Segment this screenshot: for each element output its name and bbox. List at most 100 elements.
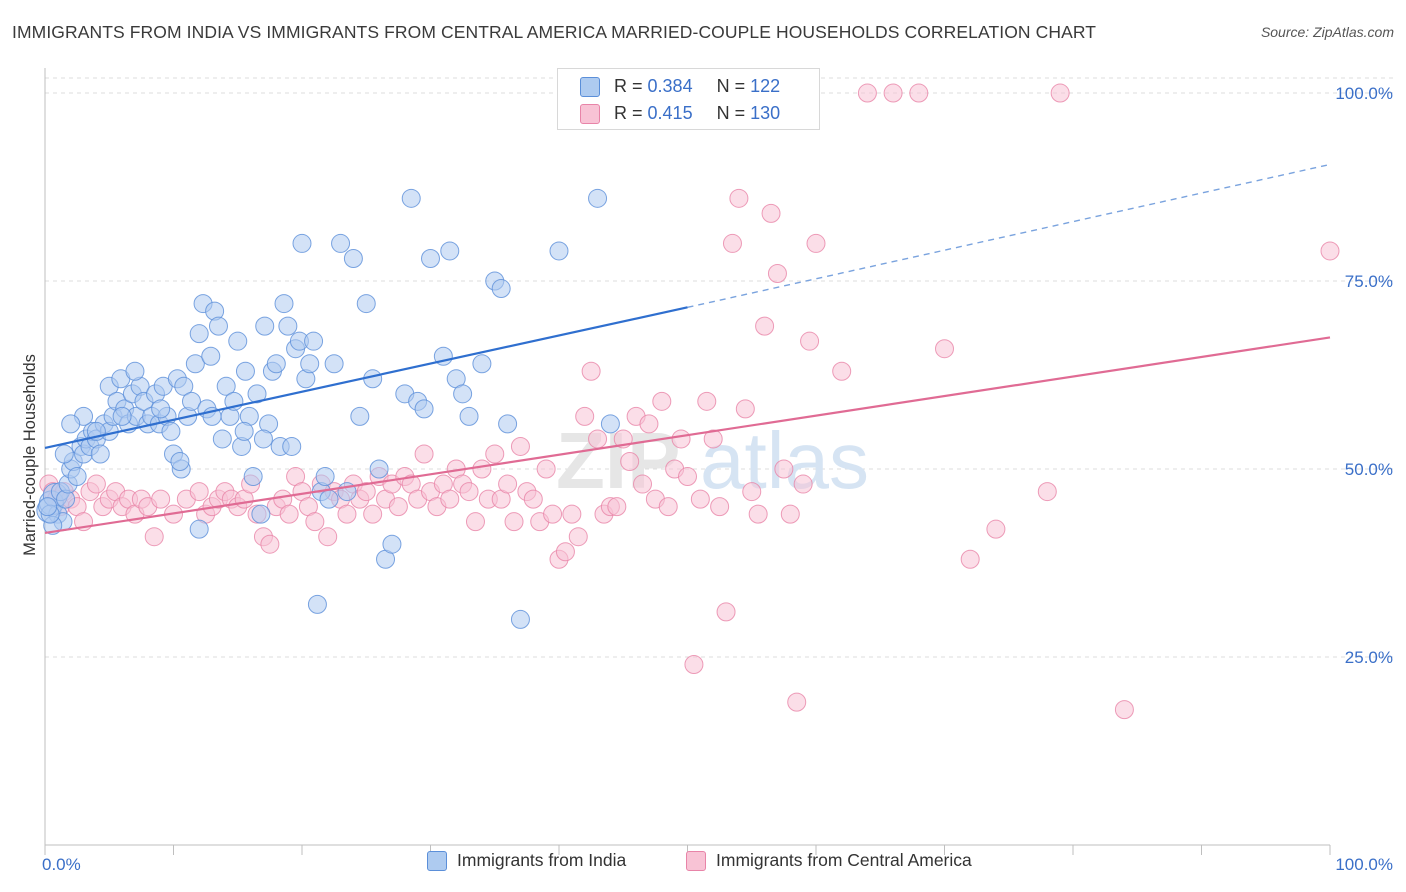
data-point [304,331,324,351]
data-point [1114,700,1134,720]
y-tick-label: 100.0% [1335,84,1393,103]
data-point [356,482,376,502]
data-point [356,294,376,314]
data-point [658,497,678,517]
data-point [315,467,335,487]
data-point [228,331,248,351]
data-point [305,512,325,532]
data-point [600,414,620,434]
data-point [174,376,194,396]
y-tick-label: 50.0% [1345,460,1393,479]
trend-line-india-extension [687,163,1331,309]
trend-lines [44,163,1331,535]
data-point [504,512,524,532]
data-point [234,421,254,441]
data-point [787,692,807,712]
data-point [1050,83,1070,103]
data-point [549,241,569,261]
data-point [151,489,171,509]
data-point [337,504,357,524]
data-point [960,549,980,569]
data-point [189,324,209,344]
data-point [935,339,954,359]
data-point [324,354,344,374]
data-point [212,429,232,449]
axis-labels: 25.0% 50.0% 75.0% 100.0% 0.0% 100.0% Married-c… [21,84,1393,874]
data-point [343,248,363,268]
data-point [125,361,145,381]
data-point [414,399,434,419]
data-point [266,354,286,374]
data-point [54,444,74,464]
legend-swatch-central-america [686,850,706,871]
stats-swatch-india [580,76,600,97]
legend-label-india: Immigrants from India [457,850,627,870]
x-tick-label-min: 0.0% [42,855,81,874]
data-point [857,83,877,103]
data-point [151,399,171,419]
r-label: R = [614,103,643,123]
data-point [260,534,280,554]
data-point [543,504,563,524]
data-point [761,203,781,223]
data-point [986,519,1006,539]
data-point [491,279,511,299]
n-label: N = [716,76,746,96]
data-point [90,444,110,464]
data-point [307,594,327,614]
chart-title: IMMIGRANTS FROM INDIA VS IMMIGRANTS FROM… [12,22,1097,42]
data-point [421,248,440,268]
data-point [382,534,402,554]
data-point [251,504,271,524]
data-point [189,482,209,502]
data-point [331,233,351,253]
data-point [279,504,299,524]
data-point [510,436,530,456]
stats-row-india: R = 0.384 N = 122 [580,76,780,97]
data-point [832,361,852,381]
data-point [170,452,190,471]
data-point [278,316,298,336]
data-point [710,497,730,517]
data-point [729,188,749,208]
data-point [620,452,640,471]
data-point [883,83,903,103]
n-value-india: 122 [750,76,781,96]
data-point [588,188,608,208]
series-india [36,188,620,629]
stats-swatch-central-america [580,103,600,124]
data-point [555,542,575,562]
data-point [292,233,312,253]
data-point [319,489,339,509]
data-point [568,527,588,547]
data-point [639,414,659,434]
n-label: N = [716,103,746,123]
data-point [909,83,929,103]
data-point [247,384,267,404]
data-point [189,519,209,539]
data-point [363,369,383,389]
data-point [235,361,255,381]
data-point [363,504,383,524]
data-point [459,406,479,426]
data-point [472,354,492,374]
y-tick-label: 75.0% [1345,272,1393,291]
data-point [181,391,201,411]
data-point [716,602,736,622]
data-point [697,391,717,411]
y-tick-label: 25.0% [1345,648,1393,667]
data-point [465,512,485,532]
r-value-central-america: 0.415 [647,103,693,123]
data-point [607,497,627,517]
data-point [684,655,704,675]
data-point [161,421,181,441]
data-point [793,474,813,494]
data-point [440,489,460,509]
data-point [523,489,543,509]
r-value-india: 0.384 [647,76,693,96]
data-point [112,406,132,426]
trend-line-india [44,306,688,450]
data-point [652,391,672,411]
data-point [459,482,479,502]
